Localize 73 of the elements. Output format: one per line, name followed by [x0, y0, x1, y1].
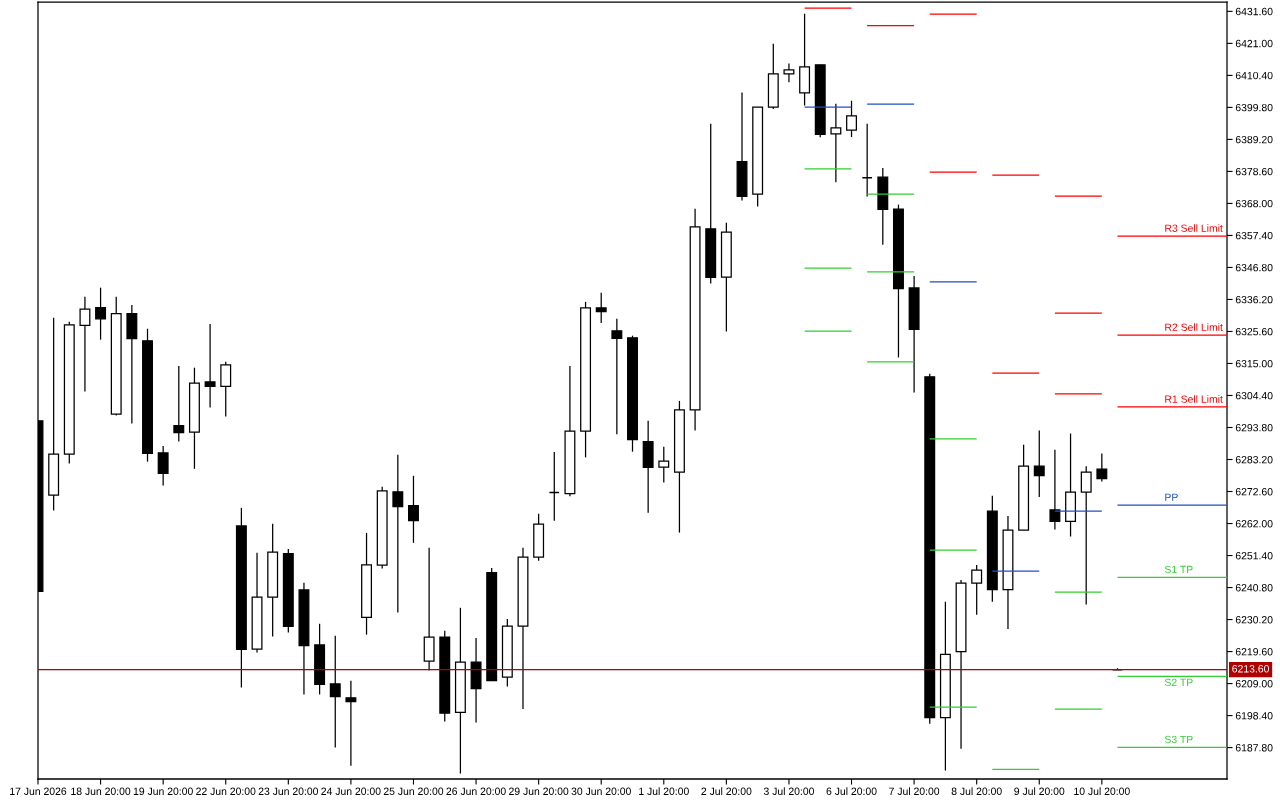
y-tick-label: 6219.60: [1235, 648, 1273, 656]
y-tick-label: 6230.20: [1235, 616, 1273, 624]
y-tick-label: 6357.40: [1235, 231, 1273, 240]
x-tick-label: 6 Jul 20:00: [826, 787, 877, 795]
x-tick-label: 19 Jun 20:00: [133, 787, 193, 795]
y-tick-label: 6198.40: [1235, 712, 1273, 720]
series-label: PP: [1165, 493, 1178, 501]
candlestick: [1033, 429, 1045, 498]
x-tick-label: 22 Jun 20:00: [196, 787, 256, 795]
y-tick-label: 6410.40: [1235, 71, 1273, 80]
candlestick: [345, 680, 357, 767]
y-tick-label: 6283.20: [1235, 456, 1273, 464]
candlestick: [329, 635, 341, 749]
y-tick-label: 6251.40: [1235, 552, 1273, 560]
candlestick: [971, 564, 983, 616]
candlestick: [783, 62, 795, 83]
y-tick-label: 6431.60: [1235, 7, 1273, 16]
x-tick-label: 29 Jun 20:00: [509, 787, 569, 795]
y-tick-label: 6346.80: [1235, 263, 1273, 272]
y-tick-label: 6399.80: [1235, 103, 1273, 112]
candlestick: [830, 103, 842, 183]
series-label: S2 TP: [1164, 678, 1193, 687]
x-tick-label: 10 Jul 20:00: [1074, 787, 1130, 795]
y-tick-label: 6262.00: [1235, 520, 1273, 528]
series-label: R1 Sell Limit: [1165, 395, 1223, 403]
candlestick: [173, 365, 185, 443]
x-tick-label: 17 Jun 2026: [10, 787, 67, 795]
x-tick-label: 9 Jul 20:00: [1014, 787, 1065, 795]
y-tick-label: 6304.40: [1235, 391, 1273, 400]
y-tick-label: 6315.00: [1235, 359, 1273, 368]
candlestick: [79, 296, 91, 393]
x-tick-label: 25 Jun 20:00: [383, 787, 444, 795]
candlestick: [595, 292, 607, 324]
y-tick-label: 6209.00: [1235, 680, 1273, 688]
y-tick-label: 6378.60: [1235, 167, 1273, 176]
candlestick: [392, 454, 404, 614]
x-tick-label: 24 Jun 20:00: [321, 787, 381, 795]
y-tick-label: 6240.80: [1235, 584, 1273, 592]
x-tick-label: 7 Jul 20:00: [889, 787, 940, 795]
candlestick: [846, 100, 858, 138]
x-tick-label: 30 Jun 20:00: [571, 787, 631, 795]
candlestick: [1049, 449, 1061, 531]
candlestick: [220, 361, 232, 418]
x-tick-label: 3 Jul 20:00: [763, 787, 815, 795]
x-tick-label: 23 Jun 20:00: [258, 787, 319, 795]
candlestick: [548, 451, 560, 522]
candlestick: [204, 323, 216, 409]
candlestick: [1096, 452, 1108, 483]
y-tick-label: 6389.20: [1235, 135, 1273, 144]
series-label: R2 Sell Limit: [1165, 323, 1223, 331]
x-tick-label: 2 Jul 20:00: [701, 787, 752, 795]
series-label: S3 TP: [1164, 735, 1193, 744]
y-tick-label: 6187.80: [1235, 744, 1273, 752]
y-tick-label: 6293.80: [1235, 423, 1273, 432]
y-tick-label: 6421.00: [1235, 39, 1273, 48]
x-tick-label: 18 Jun 20:00: [71, 787, 131, 795]
candlestick: [157, 445, 169, 487]
x-tick-label: 1 Jul 20:00: [639, 787, 689, 795]
series-label: R3 Sell Limit: [1165, 224, 1223, 232]
candlestick: [658, 446, 670, 484]
candlestick: [611, 318, 623, 435]
y-tick-label: 6336.20: [1235, 295, 1273, 304]
ref-line-label: 6213.60: [1232, 665, 1269, 673]
series-label: S1 TP: [1164, 565, 1193, 574]
candlestick: [861, 123, 873, 198]
y-tick-label: 6272.60: [1235, 488, 1273, 496]
x-tick-label: 8 Jul 20:00: [951, 787, 1002, 795]
y-tick-label: 6325.60: [1235, 327, 1273, 336]
y-tick-label: 6368.00: [1235, 199, 1273, 208]
x-tick-label: 26 Jun 20:00: [446, 787, 506, 795]
candlestick: [95, 287, 107, 341]
candlestick: [407, 475, 419, 544]
candlestick: [1080, 465, 1092, 606]
